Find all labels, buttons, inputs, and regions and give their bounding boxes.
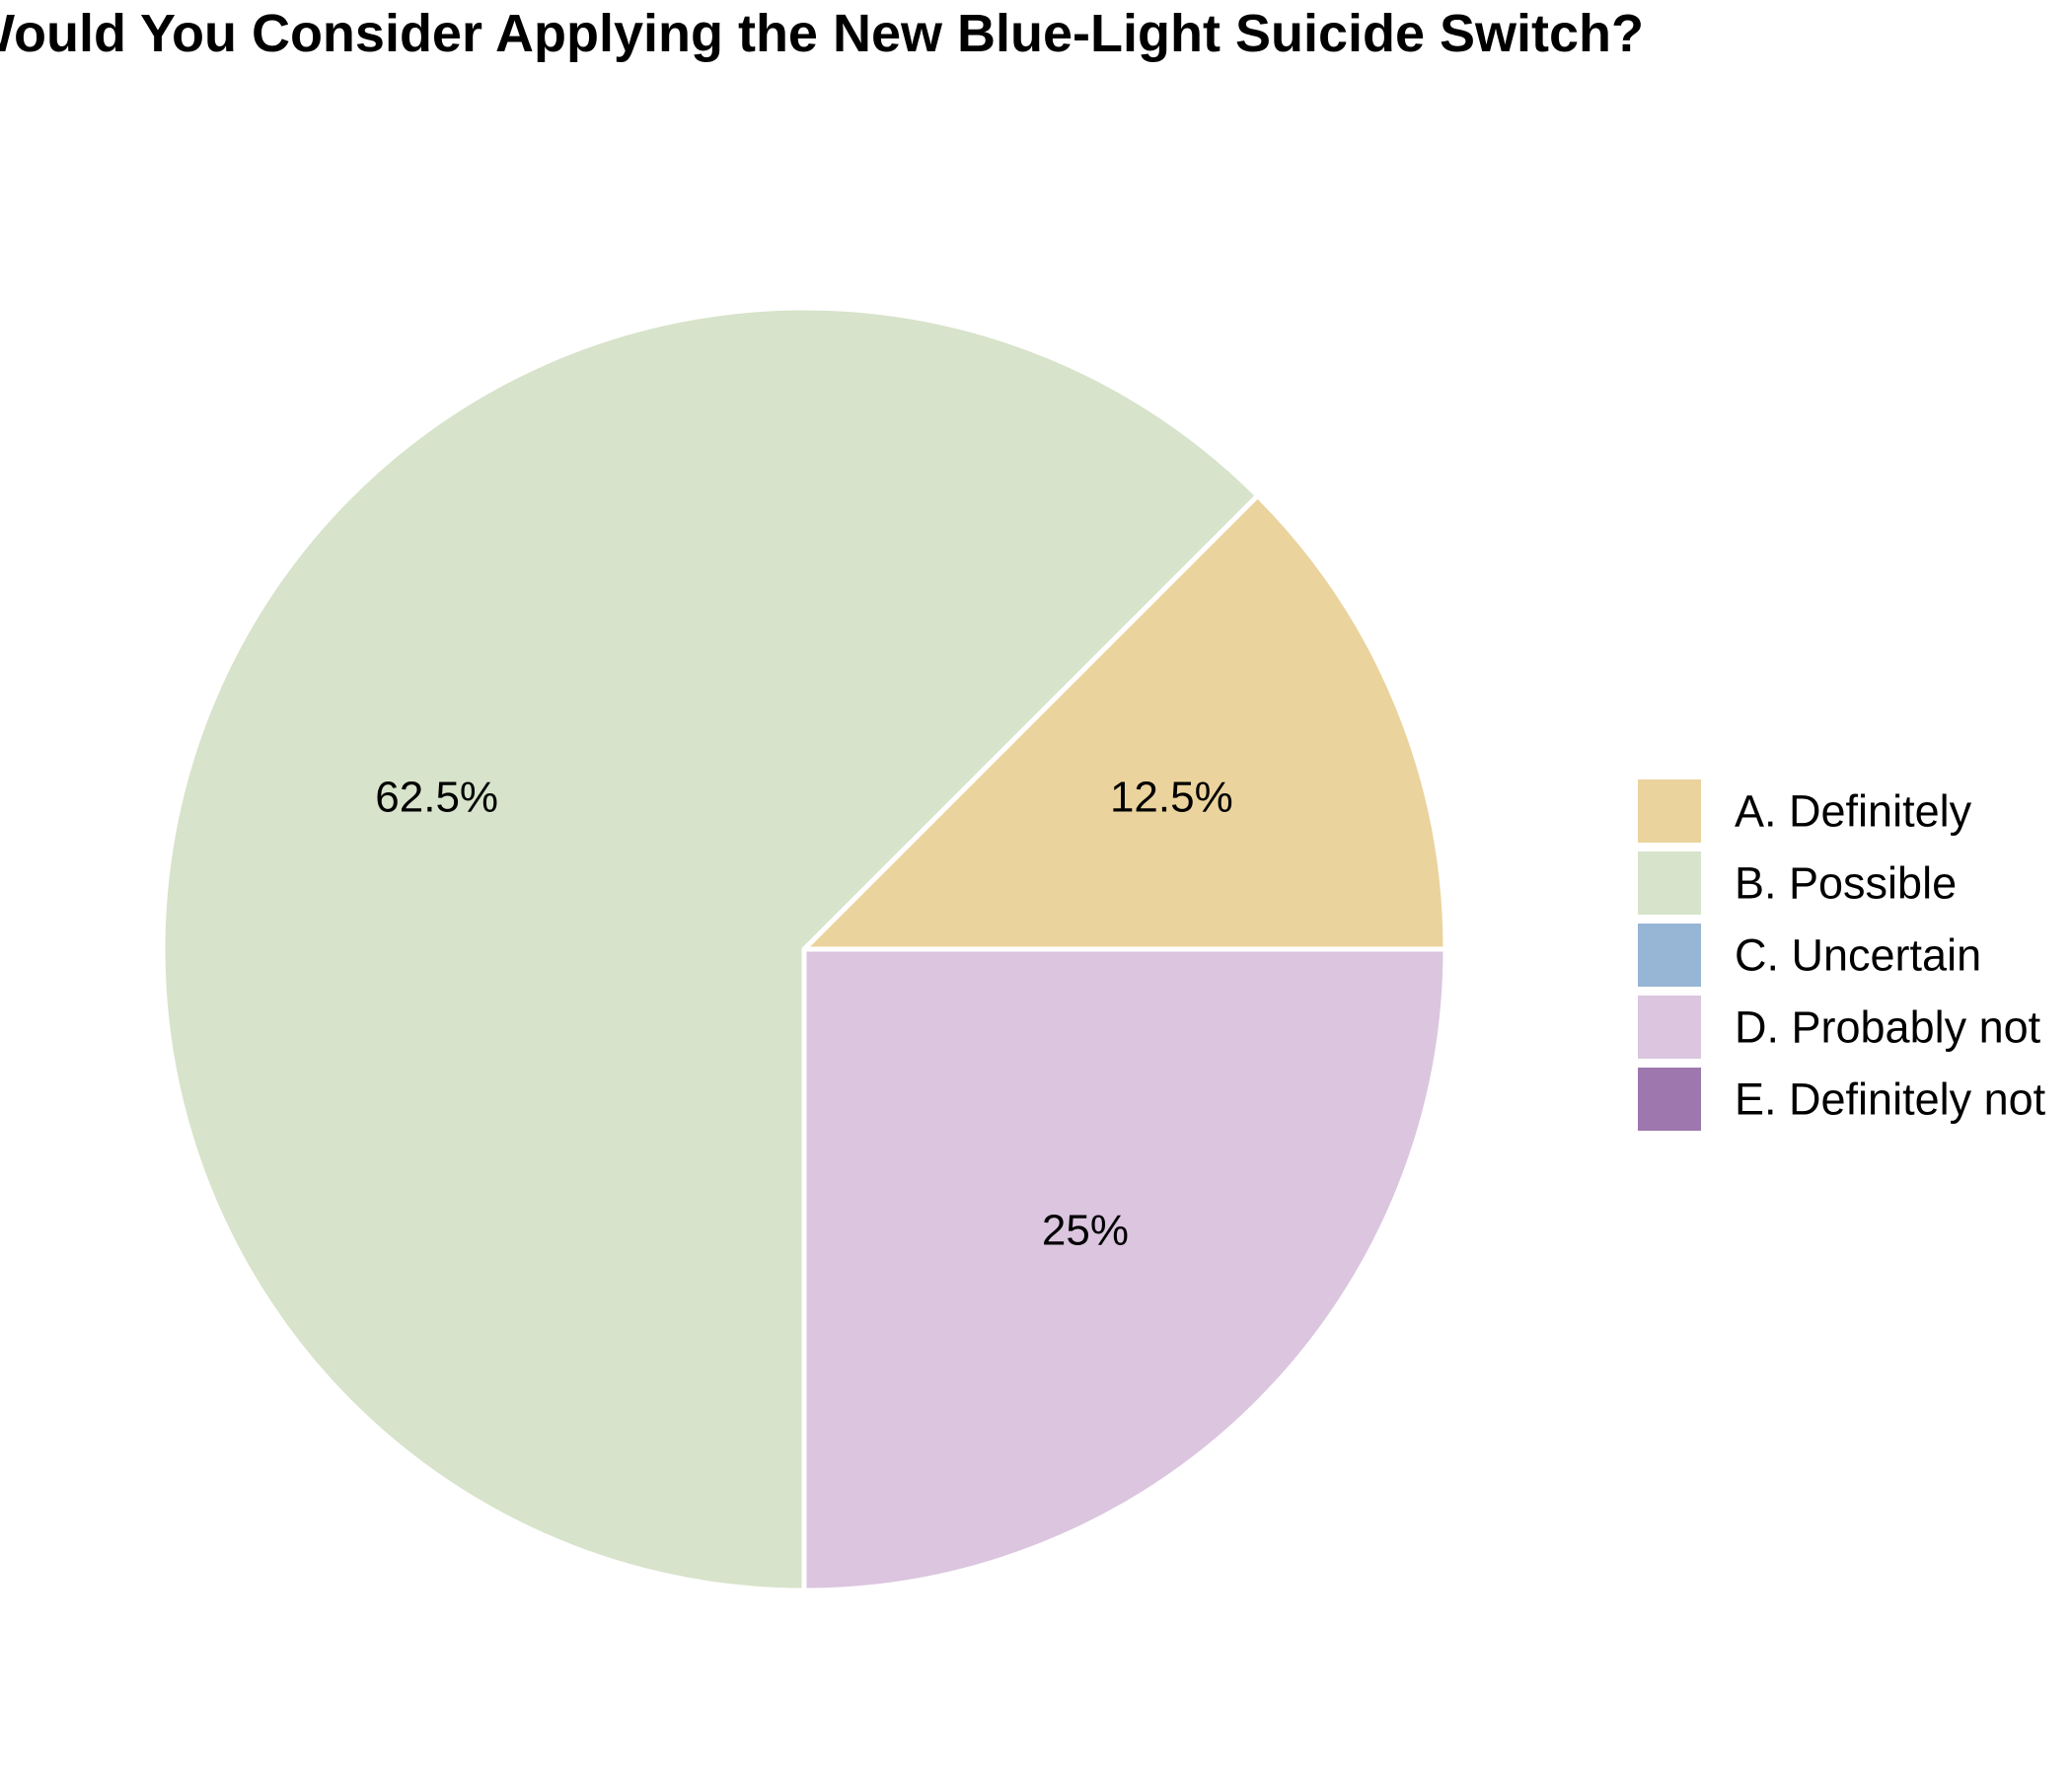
legend-swatch-d-probably-not: [1638, 996, 1701, 1059]
legend-label-a-definitely: A. Definitely: [1735, 786, 1972, 837]
pie-slices: [160, 305, 1448, 1593]
slice-label-a-definitely: 12.5%: [1110, 773, 1233, 821]
pie-slice-d-probably-not: [801, 946, 1448, 1593]
chart-title: Would You Consider Applying the New Blue…: [0, 4, 1644, 63]
pie-slice-labels: 12.5% 62.5% 25%: [375, 773, 1232, 1254]
legend-label-d-probably-not: D. Probably not: [1735, 1002, 2041, 1053]
legend-swatch-a-definitely: [1638, 779, 1701, 843]
legend-label-b-possible: B. Possible: [1735, 858, 1957, 909]
pie-slice-a-definitely: [801, 492, 1448, 952]
legend-label-e-definitely-not: E. Definitely not: [1735, 1074, 2046, 1125]
pie-slice-b-possible: [160, 305, 1261, 1593]
legend-swatch-b-possible: [1638, 851, 1701, 915]
legend-swatch-e-definitely-not: [1638, 1068, 1701, 1131]
slice-label-b-possible: 62.5%: [375, 773, 498, 821]
legend-swatch-c-uncertain: [1638, 924, 1701, 987]
legend: A. Definitely B. Possible C. Uncertain D. P…: [1638, 779, 2046, 1131]
slice-label-d-probably-not: 25%: [1042, 1206, 1129, 1254]
legend-label-c-uncertain: C. Uncertain: [1735, 930, 1981, 981]
